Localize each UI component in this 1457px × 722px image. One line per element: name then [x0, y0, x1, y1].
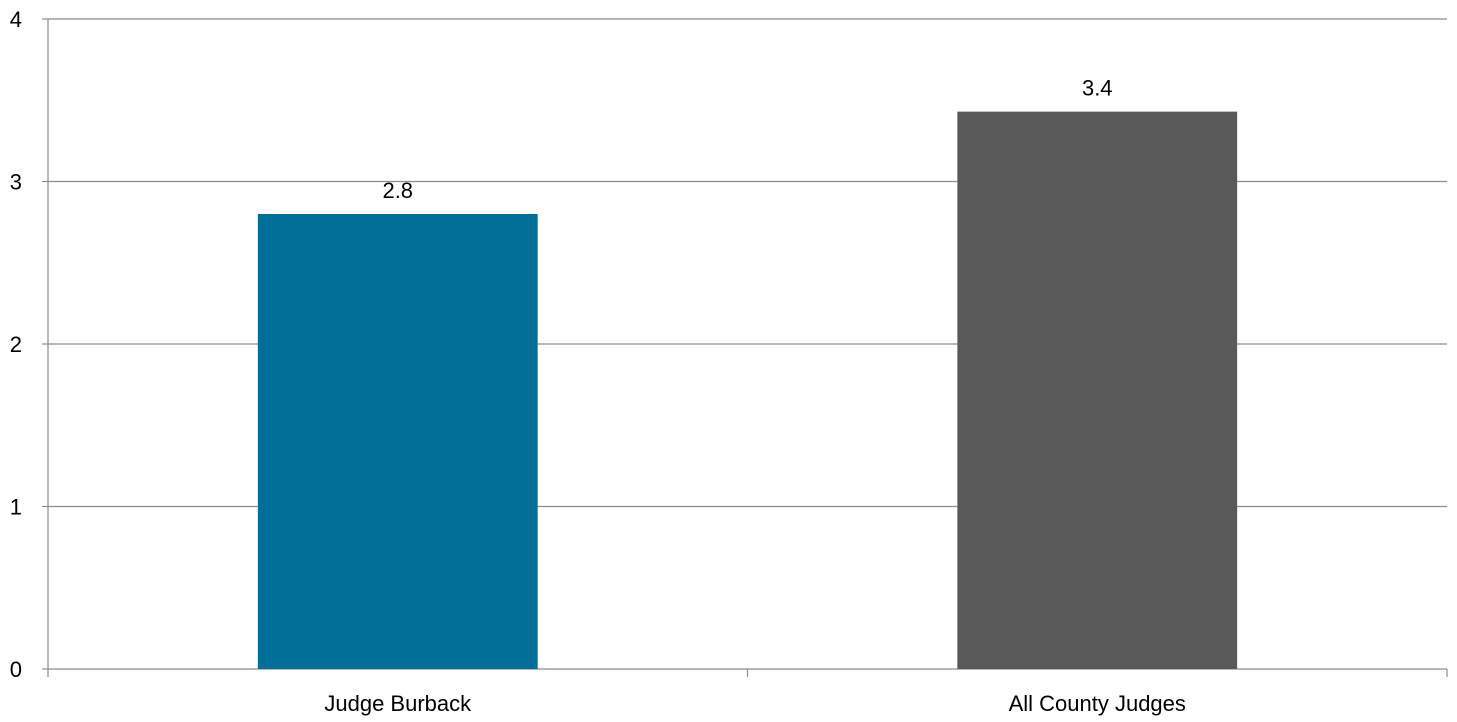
x-category-label: Judge Burback [324, 691, 472, 716]
y-tick-label: 0 [10, 657, 22, 682]
data-labels: 2.8 3.4 [382, 76, 1112, 203]
y-tick-label: 4 [10, 7, 22, 32]
y-tick-label: 3 [10, 170, 22, 195]
x-category-labels: Judge Burback All County Judges [324, 691, 1186, 716]
y-tick-labels: 0 1 2 3 4 [10, 7, 22, 682]
x-category-label: All County Judges [1009, 691, 1186, 716]
y-tick-label: 1 [10, 495, 22, 520]
y-tick-label: 2 [10, 332, 22, 357]
data-label: 3.4 [1082, 76, 1113, 101]
bars [257, 111, 1238, 669]
data-label: 2.8 [382, 178, 413, 203]
bar-judge-burback [257, 214, 538, 669]
bar-all-county-judges [957, 111, 1238, 669]
